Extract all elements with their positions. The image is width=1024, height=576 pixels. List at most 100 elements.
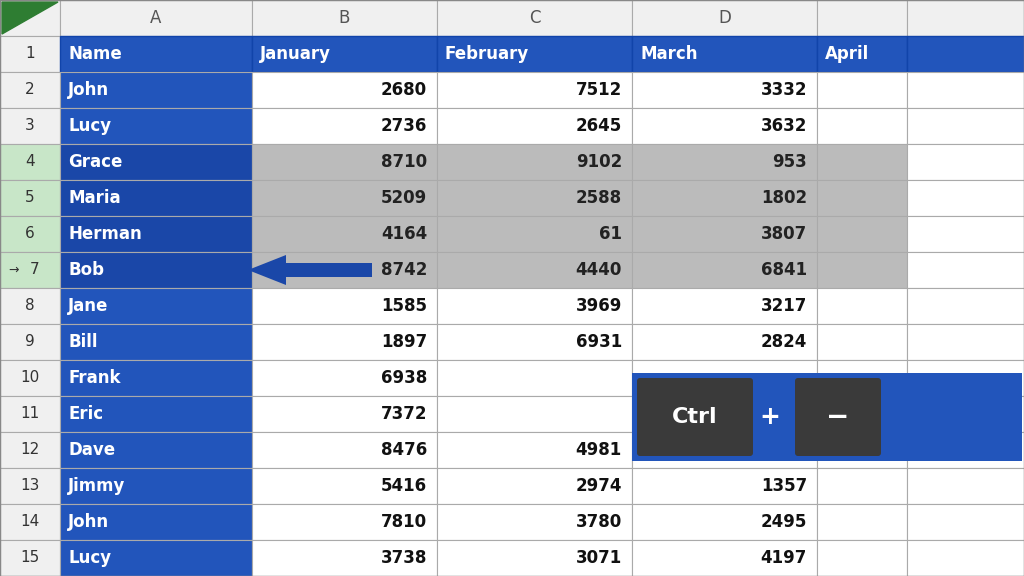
Bar	[907, 468, 1024, 504]
Bar	[632, 288, 817, 324]
Bar	[437, 324, 632, 360]
Bar	[437, 468, 632, 504]
Text: B: B	[339, 9, 350, 27]
Text: 14: 14	[20, 514, 40, 529]
Bar	[817, 540, 907, 576]
Text: →: →	[8, 263, 18, 276]
Bar	[817, 72, 907, 108]
Bar	[60, 396, 252, 432]
Bar	[437, 396, 632, 432]
Bar	[632, 180, 817, 216]
Bar	[817, 108, 907, 144]
Bar	[632, 540, 817, 576]
Text: Jimmy: Jimmy	[68, 477, 125, 495]
Bar	[907, 216, 1024, 252]
Text: 2249: 2249	[761, 441, 807, 459]
FancyBboxPatch shape	[795, 378, 881, 456]
Bar	[817, 360, 907, 396]
Text: 12: 12	[20, 442, 40, 457]
Bar	[252, 108, 437, 144]
Bar	[632, 216, 817, 252]
Text: Grace: Grace	[68, 153, 123, 171]
Text: 3780: 3780	[575, 513, 622, 531]
Text: 3969: 3969	[575, 297, 622, 315]
Bar	[252, 324, 437, 360]
Text: Herman: Herman	[68, 225, 141, 243]
Text: 4: 4	[26, 154, 35, 169]
Text: Ctrl: Ctrl	[672, 407, 718, 427]
Text: 4440: 4440	[575, 261, 622, 279]
Bar	[632, 504, 817, 540]
Bar	[817, 144, 907, 180]
Bar	[0, 108, 60, 144]
Bar	[252, 288, 437, 324]
Text: 7512: 7512	[575, 81, 622, 99]
Bar	[907, 72, 1024, 108]
Text: 6: 6	[26, 226, 35, 241]
Text: 2824: 2824	[761, 333, 807, 351]
Bar	[437, 288, 632, 324]
Text: 61: 61	[599, 225, 622, 243]
Text: C: C	[528, 9, 541, 27]
Bar	[907, 36, 1024, 72]
Bar	[60, 468, 252, 504]
Text: 8742: 8742	[381, 261, 427, 279]
Text: 5: 5	[26, 191, 35, 206]
Text: 6931: 6931	[575, 333, 622, 351]
Bar	[907, 324, 1024, 360]
Bar	[437, 108, 632, 144]
Bar	[60, 324, 252, 360]
Text: A: A	[151, 9, 162, 27]
Bar	[60, 0, 252, 36]
Text: April: April	[825, 45, 869, 63]
Bar	[437, 252, 632, 288]
Bar	[817, 36, 907, 72]
Text: 4164: 4164	[381, 225, 427, 243]
Text: Frank: Frank	[68, 369, 121, 387]
Bar	[60, 180, 252, 216]
Bar	[0, 0, 60, 36]
Text: 15: 15	[20, 551, 40, 566]
Text: −: −	[826, 403, 850, 431]
Text: 4981: 4981	[575, 441, 622, 459]
Text: 7: 7	[30, 263, 40, 278]
FancyBboxPatch shape	[637, 378, 753, 456]
Bar	[632, 72, 817, 108]
Bar	[252, 36, 437, 72]
Bar	[0, 144, 60, 180]
Polygon shape	[2, 2, 58, 34]
Bar	[907, 540, 1024, 576]
Text: 2495: 2495	[761, 513, 807, 531]
Bar	[907, 432, 1024, 468]
Bar	[632, 36, 817, 72]
Text: 1802: 1802	[761, 189, 807, 207]
Bar	[907, 504, 1024, 540]
Bar	[0, 180, 60, 216]
Bar	[0, 72, 60, 108]
Bar	[817, 396, 907, 432]
Bar	[60, 144, 252, 180]
Text: 9102: 9102	[575, 153, 622, 171]
Text: 8710: 8710	[381, 153, 427, 171]
Text: 3632: 3632	[761, 117, 807, 135]
Bar	[0, 360, 60, 396]
Bar	[632, 373, 1022, 461]
Bar	[252, 504, 437, 540]
Bar	[437, 432, 632, 468]
Text: Eric: Eric	[68, 405, 103, 423]
Bar	[437, 72, 632, 108]
Text: 11: 11	[20, 407, 40, 422]
Bar	[632, 360, 817, 396]
Bar	[817, 216, 907, 252]
Bar	[60, 252, 252, 288]
Bar	[60, 288, 252, 324]
Text: +: +	[760, 405, 780, 429]
Bar	[0, 288, 60, 324]
Bar	[907, 288, 1024, 324]
Text: 3332: 3332	[761, 81, 807, 99]
Bar	[437, 0, 632, 36]
Text: 10: 10	[20, 370, 40, 385]
Bar	[632, 468, 817, 504]
Text: 7372: 7372	[381, 405, 427, 423]
Text: 4197: 4197	[761, 549, 807, 567]
